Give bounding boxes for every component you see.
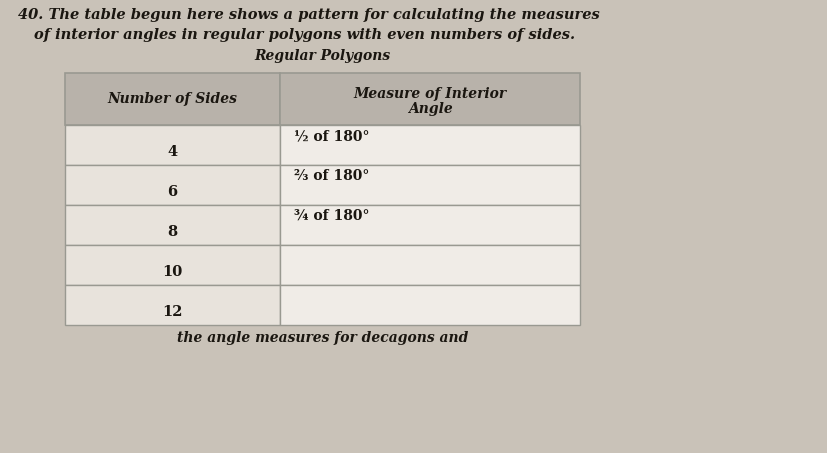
Text: 8: 8 — [167, 225, 178, 239]
Bar — [65, 165, 280, 205]
Text: Number of Sides: Number of Sides — [108, 92, 237, 106]
Text: 4: 4 — [167, 145, 178, 159]
Text: Angle: Angle — [408, 102, 452, 116]
Bar — [65, 205, 280, 245]
Bar — [65, 73, 280, 125]
Text: ½ of 180°: ½ of 180° — [294, 129, 370, 143]
Text: 10: 10 — [162, 265, 183, 279]
Text: ⅔ of 180°: ⅔ of 180° — [294, 169, 370, 183]
Text: 12: 12 — [162, 305, 183, 319]
Text: Measure of Interior: Measure of Interior — [353, 87, 507, 101]
Text: of interior angles in regular polygons with even numbers of sides.: of interior angles in regular polygons w… — [34, 28, 575, 42]
Bar — [280, 125, 580, 165]
Text: Regular Polygons: Regular Polygons — [255, 49, 390, 63]
Text: the angle measures for decagons and: the angle measures for decagons and — [177, 331, 468, 345]
Bar — [280, 73, 580, 125]
Bar — [280, 205, 580, 245]
Text: 6: 6 — [167, 185, 178, 199]
Bar — [65, 285, 280, 325]
Text: 40. The table begun here shows a pattern for calculating the measures: 40. The table begun here shows a pattern… — [18, 8, 600, 22]
Bar — [65, 245, 280, 285]
Bar — [65, 125, 280, 165]
Bar — [280, 165, 580, 205]
Text: ¾ of 180°: ¾ of 180° — [294, 209, 370, 223]
Bar — [280, 285, 580, 325]
Bar — [280, 245, 580, 285]
